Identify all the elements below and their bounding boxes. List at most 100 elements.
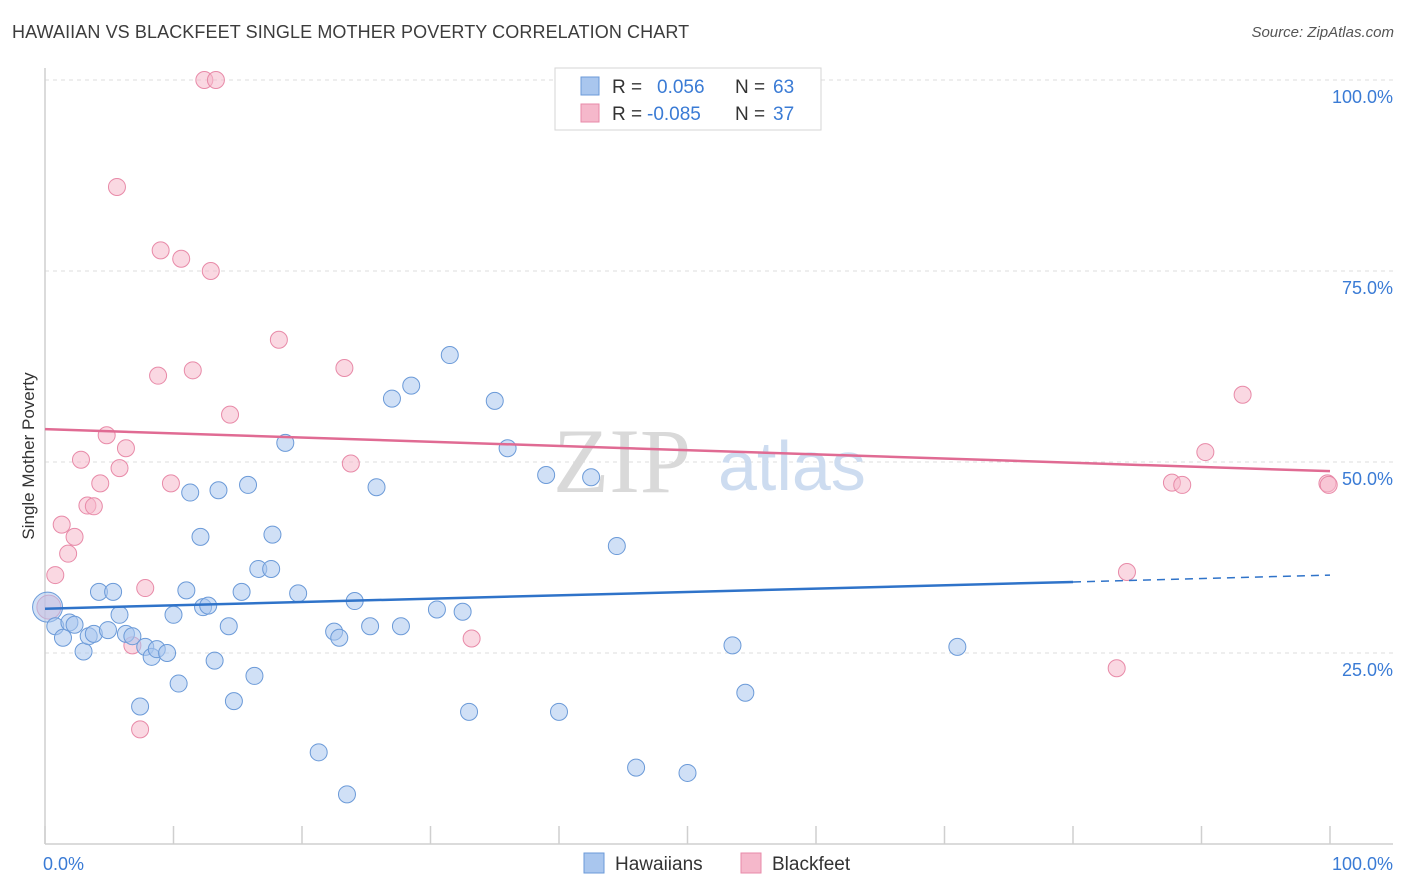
source-label: Source: ZipAtlas.com [1251, 24, 1394, 41]
y-axis-title: Single Mother Poverty [19, 372, 38, 540]
hawaiians-trend-line [44, 580, 1074, 610]
hawaiians-point [582, 468, 601, 487]
blackfeet-point [91, 474, 110, 493]
legend-blackfeet-r-value: -0.085 [647, 104, 701, 125]
legend-hawaiians-r-value: 0.056 [657, 77, 705, 98]
hawaiians-point [110, 605, 129, 624]
blackfeet-point [221, 405, 240, 424]
legend-bottom-blackfeet-label: Blackfeet [772, 854, 851, 875]
hawaiians-point [158, 644, 177, 662]
blackfeet-point [131, 720, 150, 739]
blackfeet-point [151, 241, 170, 260]
legend-stats: R = 0.056 N = 63 R = -0.085 N = 37 [554, 67, 822, 131]
hawaiians-point [98, 621, 117, 640]
hawaiians-point [330, 628, 349, 647]
hawaiians-point [205, 651, 224, 670]
hawaiians-point [191, 527, 210, 546]
trend-lines [44, 427, 1331, 610]
legend-hawaiians-swatch [580, 76, 600, 96]
blackfeet-point [1117, 563, 1136, 582]
hawaiians-point [460, 702, 479, 721]
hawaiians-point [382, 389, 401, 408]
blackfeet-point [97, 426, 116, 445]
blackfeet-point [462, 629, 481, 648]
y-tick-label-100: 100.0% [1332, 87, 1393, 107]
watermark: ZIP atlas [553, 410, 866, 512]
y-tick-label-25: 25.0% [1342, 660, 1393, 680]
axes [44, 68, 1393, 845]
blackfeet-point [59, 544, 78, 563]
blackfeet-point [1107, 659, 1126, 678]
hawaiians-trend-extension [1072, 574, 1331, 583]
legend-blackfeet-swatch [580, 103, 600, 123]
legend-hawaiians-n-value: 63 [773, 77, 794, 98]
hawaiians-point [498, 439, 517, 458]
legend-blackfeet-n-value: 37 [773, 104, 794, 125]
legend-hawaiians-r-label: R = [612, 77, 642, 98]
y-tick-label-50: 50.0% [1342, 469, 1393, 489]
watermark-atlas: atlas [718, 427, 866, 505]
hawaiians-point [177, 581, 196, 600]
hawaiians-point [262, 559, 281, 578]
blackfeet-point [1173, 475, 1192, 494]
blackfeet-point [149, 366, 168, 385]
y-tick-labels: 25.0% 50.0% 75.0% 100.0% [1332, 87, 1393, 680]
x-tick-label-0: 0.0% [43, 854, 84, 874]
blackfeet-point [172, 249, 191, 268]
chart-title: HAWAIIAN VS BLACKFEET SINGLE MOTHER POVE… [12, 22, 690, 42]
blackfeet-point [84, 497, 103, 516]
hawaiians-point [131, 697, 150, 716]
hawaiians-point [736, 683, 755, 702]
blackfeet-point [341, 454, 360, 473]
hawaiians-point [224, 692, 243, 711]
hawaiians-point [245, 666, 264, 685]
hawaiians-point [550, 702, 568, 721]
hawaiians-point [627, 758, 646, 777]
legend-blackfeet-n-label: N = [735, 104, 765, 125]
blackfeet-point [1196, 443, 1215, 462]
watermark-zip: ZIP [553, 410, 691, 512]
hawaiians-point [402, 376, 421, 395]
hawaiians-point [453, 602, 472, 621]
legend-series: Hawaiians Blackfeet [583, 852, 851, 875]
legend-blackfeet-r-label: R = [612, 104, 642, 125]
hawaiians-point [337, 785, 356, 804]
hawaiians-point [607, 537, 626, 556]
x-tick-label-100: 100.0% [1332, 854, 1393, 874]
hawaiians-point [537, 465, 556, 484]
hawaiians-point [361, 617, 380, 636]
hawaiians-point [104, 582, 123, 601]
hawaiians-point [678, 763, 697, 782]
blackfeet-point [116, 439, 135, 458]
blackfeet-point [110, 459, 129, 478]
hawaiians-point [367, 478, 386, 497]
x-ticks [44, 826, 1331, 844]
blackfeet-point [46, 566, 65, 585]
legend-bottom-hawaiians-label: Hawaiians [615, 854, 703, 875]
hawaiians-point [485, 391, 504, 410]
blackfeet-trend-line [44, 427, 1331, 473]
blackfeet-point [183, 361, 202, 380]
hawaiians-point [239, 475, 258, 494]
blackfeet-point [107, 177, 126, 196]
blackfeet-point [201, 262, 220, 280]
hawaiians-point [723, 636, 742, 655]
hawaiians-point [948, 637, 967, 656]
blackfeet-point [65, 527, 84, 546]
hawaiians-point [219, 617, 238, 636]
hawaiians-point [181, 483, 200, 502]
blackfeet-point [1319, 475, 1338, 494]
hawaiians-point [123, 627, 142, 646]
hawaiians-point [169, 674, 188, 693]
y-tick-label-75: 75.0% [1342, 278, 1393, 298]
hawaiians-point [65, 615, 84, 634]
hawaiians-point [276, 433, 295, 452]
blackfeet-point [161, 474, 180, 493]
x-tick-labels: 0.0% 100.0% [43, 854, 1393, 874]
legend-bottom-hawaiians-swatch [583, 852, 605, 874]
hawaiians-point [440, 346, 459, 365]
grid-lines [45, 79, 1393, 654]
blackfeet-point [52, 515, 71, 534]
blackfeet-point [71, 450, 90, 469]
blackfeet-point [1233, 385, 1252, 404]
